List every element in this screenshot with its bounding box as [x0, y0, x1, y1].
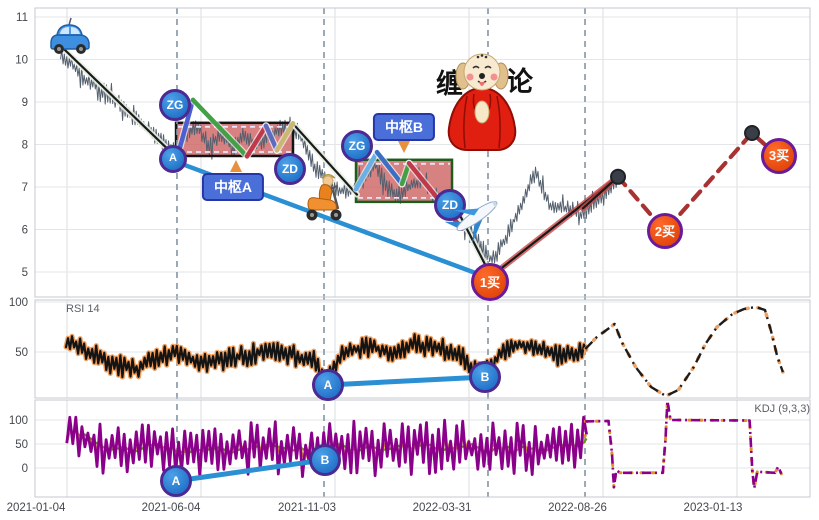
chart-series	[274, 121, 296, 153]
marker-buy-2[interactable]: 2买	[646, 213, 683, 250]
car-icon	[50, 17, 90, 54]
marker-label: ZD	[281, 162, 298, 177]
marker-buy-1[interactable]: 1买	[471, 263, 509, 302]
panel-border	[34, 7, 811, 298]
panel-border	[34, 399, 811, 498]
chart-series	[244, 123, 269, 159]
chart-series	[190, 97, 250, 159]
axis-tick-label: 7	[22, 182, 28, 194]
chart-series	[585, 399, 783, 490]
marker-label: ZG	[166, 97, 184, 112]
plane-icon	[445, 201, 498, 242]
chart-series	[615, 130, 782, 234]
pivot-zone-border	[354, 158, 454, 204]
rsi-panel-title: RSI 14	[66, 303, 100, 315]
chart-series	[325, 374, 488, 388]
axis-tick-label: 2021-06-04	[142, 502, 201, 514]
axis-tick-label: 6	[22, 225, 28, 237]
chart-series	[60, 48, 618, 267]
marker-label: A	[169, 152, 177, 165]
axis-tick-label: 2023-01-13	[684, 502, 743, 514]
chart-series	[374, 149, 405, 187]
kdj-panel-title: KDJ (9,3,3)	[754, 403, 810, 415]
marker-label: A	[323, 378, 333, 392]
forecast-dot[interactable]	[610, 168, 627, 185]
forecast-dot[interactable]	[744, 125, 761, 142]
axis-tick-label: 11	[16, 12, 28, 24]
marker-label: B	[320, 452, 330, 467]
axis-tick-label: 50	[15, 347, 28, 359]
axis-tick-label: 100	[9, 297, 28, 309]
pivot-zone-border	[174, 121, 295, 158]
axis-tick-label: 2021-11-03	[278, 502, 336, 514]
axis-tick-label: 100	[9, 415, 28, 427]
marker-label: 1买	[479, 274, 501, 290]
axis-tick-label: 10	[15, 55, 28, 67]
marker-label: ZG	[348, 139, 366, 154]
axis-tick-label: 9	[22, 97, 28, 109]
marker-label: A	[171, 473, 181, 488]
pivot-a-label[interactable]: 中枢A	[201, 173, 265, 201]
chart-series	[263, 123, 280, 153]
chart-series	[353, 149, 380, 192]
marker-kdj-a[interactable]: A	[159, 464, 192, 497]
axis-tick-label: 0	[22, 463, 28, 475]
marker-zd-a[interactable]: ZD	[273, 153, 306, 186]
marker-label: B	[480, 370, 490, 384]
marker-label: ZD	[442, 197, 458, 212]
chart-series	[584, 305, 785, 398]
axis-tick-label: 5	[22, 267, 28, 279]
axis-tick-label: 2022-08-26	[548, 502, 607, 514]
axis-tick-label: 2021-01-04	[7, 502, 66, 514]
marker-rsi-b[interactable]: B	[468, 361, 501, 393]
marker-label: 2买	[654, 223, 676, 239]
chart-series	[291, 122, 359, 196]
marker-buy-3[interactable]: 3买	[761, 137, 797, 174]
axis-tick-label: 50	[15, 439, 28, 451]
pivot-a-arrow-icon	[230, 160, 242, 172]
marker-zg-a[interactable]: ZG	[158, 88, 191, 121]
marker-rsi-a[interactable]: A	[312, 369, 345, 401]
pivot-b-arrow-icon	[398, 141, 410, 153]
mascot-text-lun: 论	[506, 67, 533, 97]
marker-zd-b[interactable]: ZD	[434, 188, 466, 221]
marker-zg-b[interactable]: ZG	[341, 130, 373, 163]
panel-border	[34, 299, 811, 399]
marker-label: 3买	[768, 148, 790, 164]
chart-series	[63, 48, 179, 160]
chart-series	[173, 457, 328, 484]
axis-tick-label: 2022-03-31	[413, 502, 472, 514]
pivot-b-label[interactable]: 中枢B	[372, 113, 436, 141]
scooter-icon	[306, 174, 342, 221]
marker-kdj-b[interactable]: B	[309, 443, 341, 476]
chanlun-mascot-icon	[447, 53, 517, 151]
axis-tick-label: 8	[22, 140, 28, 152]
marker-a-price[interactable]: A	[159, 144, 188, 173]
